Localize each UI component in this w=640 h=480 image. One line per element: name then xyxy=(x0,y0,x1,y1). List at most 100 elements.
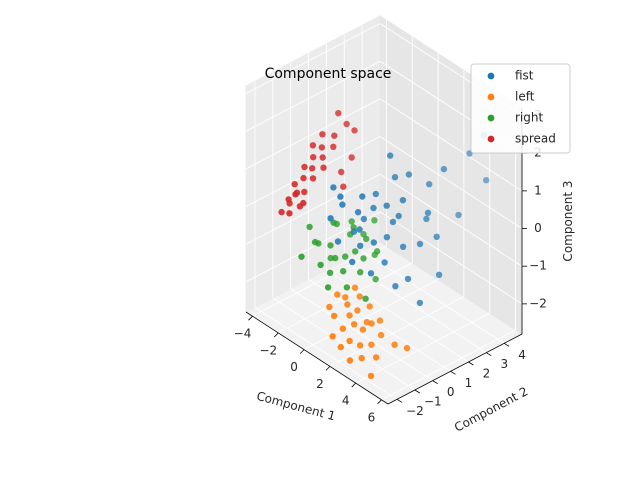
grid-line-z xyxy=(379,98,523,192)
grid-line-z xyxy=(245,23,381,94)
point-right xyxy=(357,269,364,276)
point-left xyxy=(346,337,353,345)
y-tick-mark xyxy=(486,352,492,357)
point-fist xyxy=(483,177,490,184)
point-spread xyxy=(291,181,298,188)
point-right xyxy=(324,284,332,291)
point-fist xyxy=(337,193,344,200)
z-tick-label: −2 xyxy=(529,296,547,310)
point-left xyxy=(350,321,358,328)
point-left xyxy=(391,341,398,348)
point-right xyxy=(298,253,305,260)
point-spread xyxy=(331,132,338,139)
y-tick-mark xyxy=(468,361,474,366)
point-left xyxy=(367,372,375,380)
y-tick-mark xyxy=(503,342,510,347)
point-spread xyxy=(292,191,299,198)
point-spread xyxy=(301,188,308,196)
point-spread xyxy=(318,144,326,151)
point-spread xyxy=(320,164,327,171)
point-fist xyxy=(387,152,394,159)
point-fist xyxy=(391,174,399,181)
point-fist xyxy=(426,181,433,188)
grid-line-y xyxy=(254,306,398,400)
point-spread xyxy=(300,199,307,207)
point-spread xyxy=(319,131,326,138)
point-fist xyxy=(357,242,364,249)
point-right xyxy=(360,255,367,262)
grid-line-x xyxy=(381,329,516,401)
grid-line-z xyxy=(245,98,381,170)
point-left xyxy=(368,320,375,327)
point-spread xyxy=(351,127,358,134)
point-left xyxy=(337,343,344,351)
point-left xyxy=(358,354,365,362)
x-axis-line xyxy=(245,311,389,405)
point-right xyxy=(373,248,381,255)
y-tick-mark xyxy=(432,380,438,385)
point-fist xyxy=(389,218,397,226)
point-spread xyxy=(319,154,326,161)
point-fist xyxy=(405,171,413,178)
z-tick-label: 0 xyxy=(534,221,542,235)
legend-marker-spread xyxy=(487,135,495,143)
point-right xyxy=(327,254,334,262)
point-fist xyxy=(350,228,358,235)
point-fist xyxy=(360,215,368,223)
y-tick-label: 2 xyxy=(483,367,491,381)
legend-marker-left xyxy=(487,93,495,101)
point-left xyxy=(356,342,364,349)
point-spread xyxy=(286,210,293,217)
grid-line-z xyxy=(379,211,523,305)
chart-title: Component space xyxy=(265,66,392,82)
point-left xyxy=(346,357,354,364)
point-right xyxy=(311,238,319,246)
point-right xyxy=(332,254,339,262)
grid-line-z xyxy=(379,136,523,229)
point-fist xyxy=(383,234,391,241)
point-fist xyxy=(367,270,375,277)
point-left xyxy=(376,317,384,324)
point-right xyxy=(317,261,324,269)
y-tick-mark xyxy=(450,370,456,375)
grid-line-z xyxy=(245,211,381,283)
y-tick-label: −1 xyxy=(424,395,442,409)
point-fist xyxy=(370,204,377,212)
point-left xyxy=(344,301,351,308)
point-right xyxy=(352,248,359,255)
x-tick-mark xyxy=(377,399,382,405)
z-tick-label: 1 xyxy=(534,183,542,197)
grid-line-z xyxy=(245,173,381,245)
point-spread xyxy=(343,120,350,128)
x-tick-mark xyxy=(325,366,331,371)
point-fist xyxy=(330,184,337,191)
x-tick-label: −2 xyxy=(259,343,277,357)
grid-line-y xyxy=(272,297,416,391)
point-fist xyxy=(416,299,424,307)
y-tick-label: 0 xyxy=(447,385,455,399)
point-spread xyxy=(348,154,355,161)
point-left xyxy=(329,333,336,340)
legend-frame xyxy=(470,63,571,154)
point-fist xyxy=(392,283,399,290)
legend-label-left: left xyxy=(515,90,535,104)
point-right xyxy=(372,276,379,283)
point-spread xyxy=(335,110,342,117)
point-fist xyxy=(349,258,356,266)
point-left xyxy=(356,293,363,300)
point-spread xyxy=(309,142,317,149)
point-right xyxy=(362,295,369,302)
grid-line-z xyxy=(245,136,381,207)
y-tick-label: −2 xyxy=(406,404,424,418)
point-right xyxy=(342,253,349,260)
x-tick-label: 0 xyxy=(290,360,298,374)
point-left xyxy=(326,303,333,311)
grid-line-x xyxy=(329,295,465,367)
point-spread xyxy=(310,154,317,161)
point-right xyxy=(371,217,378,224)
grid-line-y xyxy=(290,288,433,382)
data-points xyxy=(278,110,490,380)
point-left xyxy=(354,307,361,314)
point-fist xyxy=(395,212,402,220)
